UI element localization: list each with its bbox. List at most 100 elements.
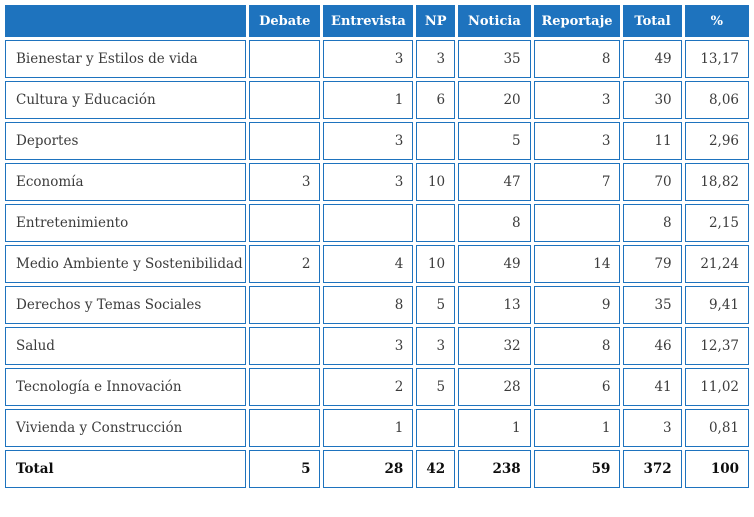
header-cell-debate: Debate — [249, 5, 321, 37]
value-cell-pct: 18,82 — [684, 163, 749, 201]
value-cell-total: 49 — [623, 40, 682, 78]
table-row: Medio Ambiente y Sostenibilidad 2 4 10 49 14 7… — [5, 245, 749, 283]
table-row: Economía 3 3 10 47 7 70 18,82 — [5, 163, 749, 201]
category-cell: Cultura y Educación — [5, 81, 246, 119]
header-cell-pct: % — [684, 5, 749, 37]
table-row: Deportes 3 5 3 11 2,96 — [5, 122, 749, 160]
value-cell-np: 5 — [416, 286, 456, 324]
value-cell-debate — [249, 122, 321, 160]
category-cell: Economía — [5, 163, 246, 201]
value-cell-entrevista: 8 — [323, 286, 414, 324]
value-cell-reportaje: 14 — [533, 245, 621, 283]
value-cell-total: 3 — [623, 409, 682, 447]
value-cell-reportaje: 59 — [533, 450, 621, 488]
category-cell: Salud — [5, 327, 246, 365]
data-table: Debate Entrevista NP Noticia Reportaje Total%… — [2, 2, 752, 491]
category-cell: Vivienda y Construcción — [5, 409, 246, 447]
table-body: Bienestar y Estilos de vida 3 3 35 8 49 13,17 C… — [5, 40, 749, 488]
value-cell-entrevista: 4 — [323, 245, 414, 283]
value-cell-entrevista: 1 — [323, 81, 414, 119]
value-cell-reportaje: 9 — [533, 286, 621, 324]
value-cell-reportaje: 3 — [533, 81, 621, 119]
value-cell-entrevista: 3 — [323, 163, 414, 201]
value-cell-entrevista: 3 — [323, 122, 414, 160]
value-cell-np: 10 — [416, 163, 456, 201]
value-cell-np: 42 — [416, 450, 456, 488]
category-cell: Entretenimiento — [5, 204, 246, 242]
value-cell-pct: 2,96 — [684, 122, 749, 160]
value-cell-total: 30 — [623, 81, 682, 119]
value-cell-debate — [249, 81, 321, 119]
category-cell: Total — [5, 450, 246, 488]
value-cell-np — [416, 409, 456, 447]
value-cell-entrevista: 1 — [323, 409, 414, 447]
value-cell-pct: 9,41 — [684, 286, 749, 324]
table-row: Cultura y Educación 1 6 20 3 30 8,06 — [5, 81, 749, 119]
value-cell-entrevista — [323, 204, 414, 242]
category-cell: Bienestar y Estilos de vida — [5, 40, 246, 78]
value-cell-entrevista: 2 — [323, 368, 414, 406]
value-cell-pct: 21,24 — [684, 245, 749, 283]
table-row: Tecnología e Innovación 2 5 28 6 41 11,02 — [5, 368, 749, 406]
value-cell-np: 5 — [416, 368, 456, 406]
value-cell-noticia: 47 — [458, 163, 531, 201]
value-cell-noticia: 49 — [458, 245, 531, 283]
value-cell-np — [416, 204, 456, 242]
value-cell-noticia: 5 — [458, 122, 531, 160]
value-cell-debate — [249, 204, 321, 242]
value-cell-pct: 8,06 — [684, 81, 749, 119]
value-cell-reportaje: 8 — [533, 327, 621, 365]
header-cell-entrevista: Entrevista — [323, 5, 414, 37]
header-cell-np: NP — [416, 5, 456, 37]
value-cell-entrevista: 3 — [323, 40, 414, 78]
value-cell-noticia: 20 — [458, 81, 531, 119]
value-cell-pct: 100 — [684, 450, 749, 488]
value-cell-reportaje: 1 — [533, 409, 621, 447]
header-cell-category — [5, 5, 246, 37]
value-cell-total: 41 — [623, 368, 682, 406]
header-cell-reportaje: Reportaje — [533, 5, 621, 37]
value-cell-debate — [249, 327, 321, 365]
total-row: Total 5 28 42 238 59 372 100 — [5, 450, 749, 488]
value-cell-pct: 13,17 — [684, 40, 749, 78]
value-cell-total: 79 — [623, 245, 682, 283]
value-cell-np: 3 — [416, 327, 456, 365]
value-cell-total: 372 — [623, 450, 682, 488]
value-cell-entrevista: 3 — [323, 327, 414, 365]
value-cell-noticia: 8 — [458, 204, 531, 242]
value-cell-reportaje: 6 — [533, 368, 621, 406]
value-cell-reportaje: 7 — [533, 163, 621, 201]
value-cell-np — [416, 122, 456, 160]
value-cell-debate — [249, 40, 321, 78]
value-cell-debate: 5 — [249, 450, 321, 488]
table-row: Salud 3 3 32 8 46 12,37 — [5, 327, 749, 365]
header-row: Debate Entrevista NP Noticia Reportaje Total% — [5, 5, 749, 37]
table-row: Vivienda y Construcción 1 1 1 3 0,81 — [5, 409, 749, 447]
value-cell-pct: 11,02 — [684, 368, 749, 406]
value-cell-pct: 12,37 — [684, 327, 749, 365]
value-cell-debate: 3 — [249, 163, 321, 201]
header-cell-total: Total — [623, 5, 682, 37]
header-cell-noticia: Noticia — [458, 5, 531, 37]
value-cell-noticia: 238 — [458, 450, 531, 488]
value-cell-debate: 2 — [249, 245, 321, 283]
value-cell-noticia: 28 — [458, 368, 531, 406]
value-cell-reportaje: 3 — [533, 122, 621, 160]
value-cell-entrevista: 28 — [323, 450, 414, 488]
table-row: Bienestar y Estilos de vida 3 3 35 8 49 13,17 — [5, 40, 749, 78]
value-cell-np: 6 — [416, 81, 456, 119]
category-cell: Tecnología e Innovación — [5, 368, 246, 406]
value-cell-total: 46 — [623, 327, 682, 365]
value-cell-total: 35 — [623, 286, 682, 324]
value-cell-noticia: 35 — [458, 40, 531, 78]
category-cell: Derechos y Temas Sociales — [5, 286, 246, 324]
value-cell-noticia: 32 — [458, 327, 531, 365]
category-cell: Deportes — [5, 122, 246, 160]
value-cell-debate — [249, 409, 321, 447]
value-cell-pct: 2,15 — [684, 204, 749, 242]
value-cell-pct: 0,81 — [684, 409, 749, 447]
value-cell-debate — [249, 368, 321, 406]
value-cell-noticia: 1 — [458, 409, 531, 447]
value-cell-total: 70 — [623, 163, 682, 201]
value-cell-total: 11 — [623, 122, 682, 160]
